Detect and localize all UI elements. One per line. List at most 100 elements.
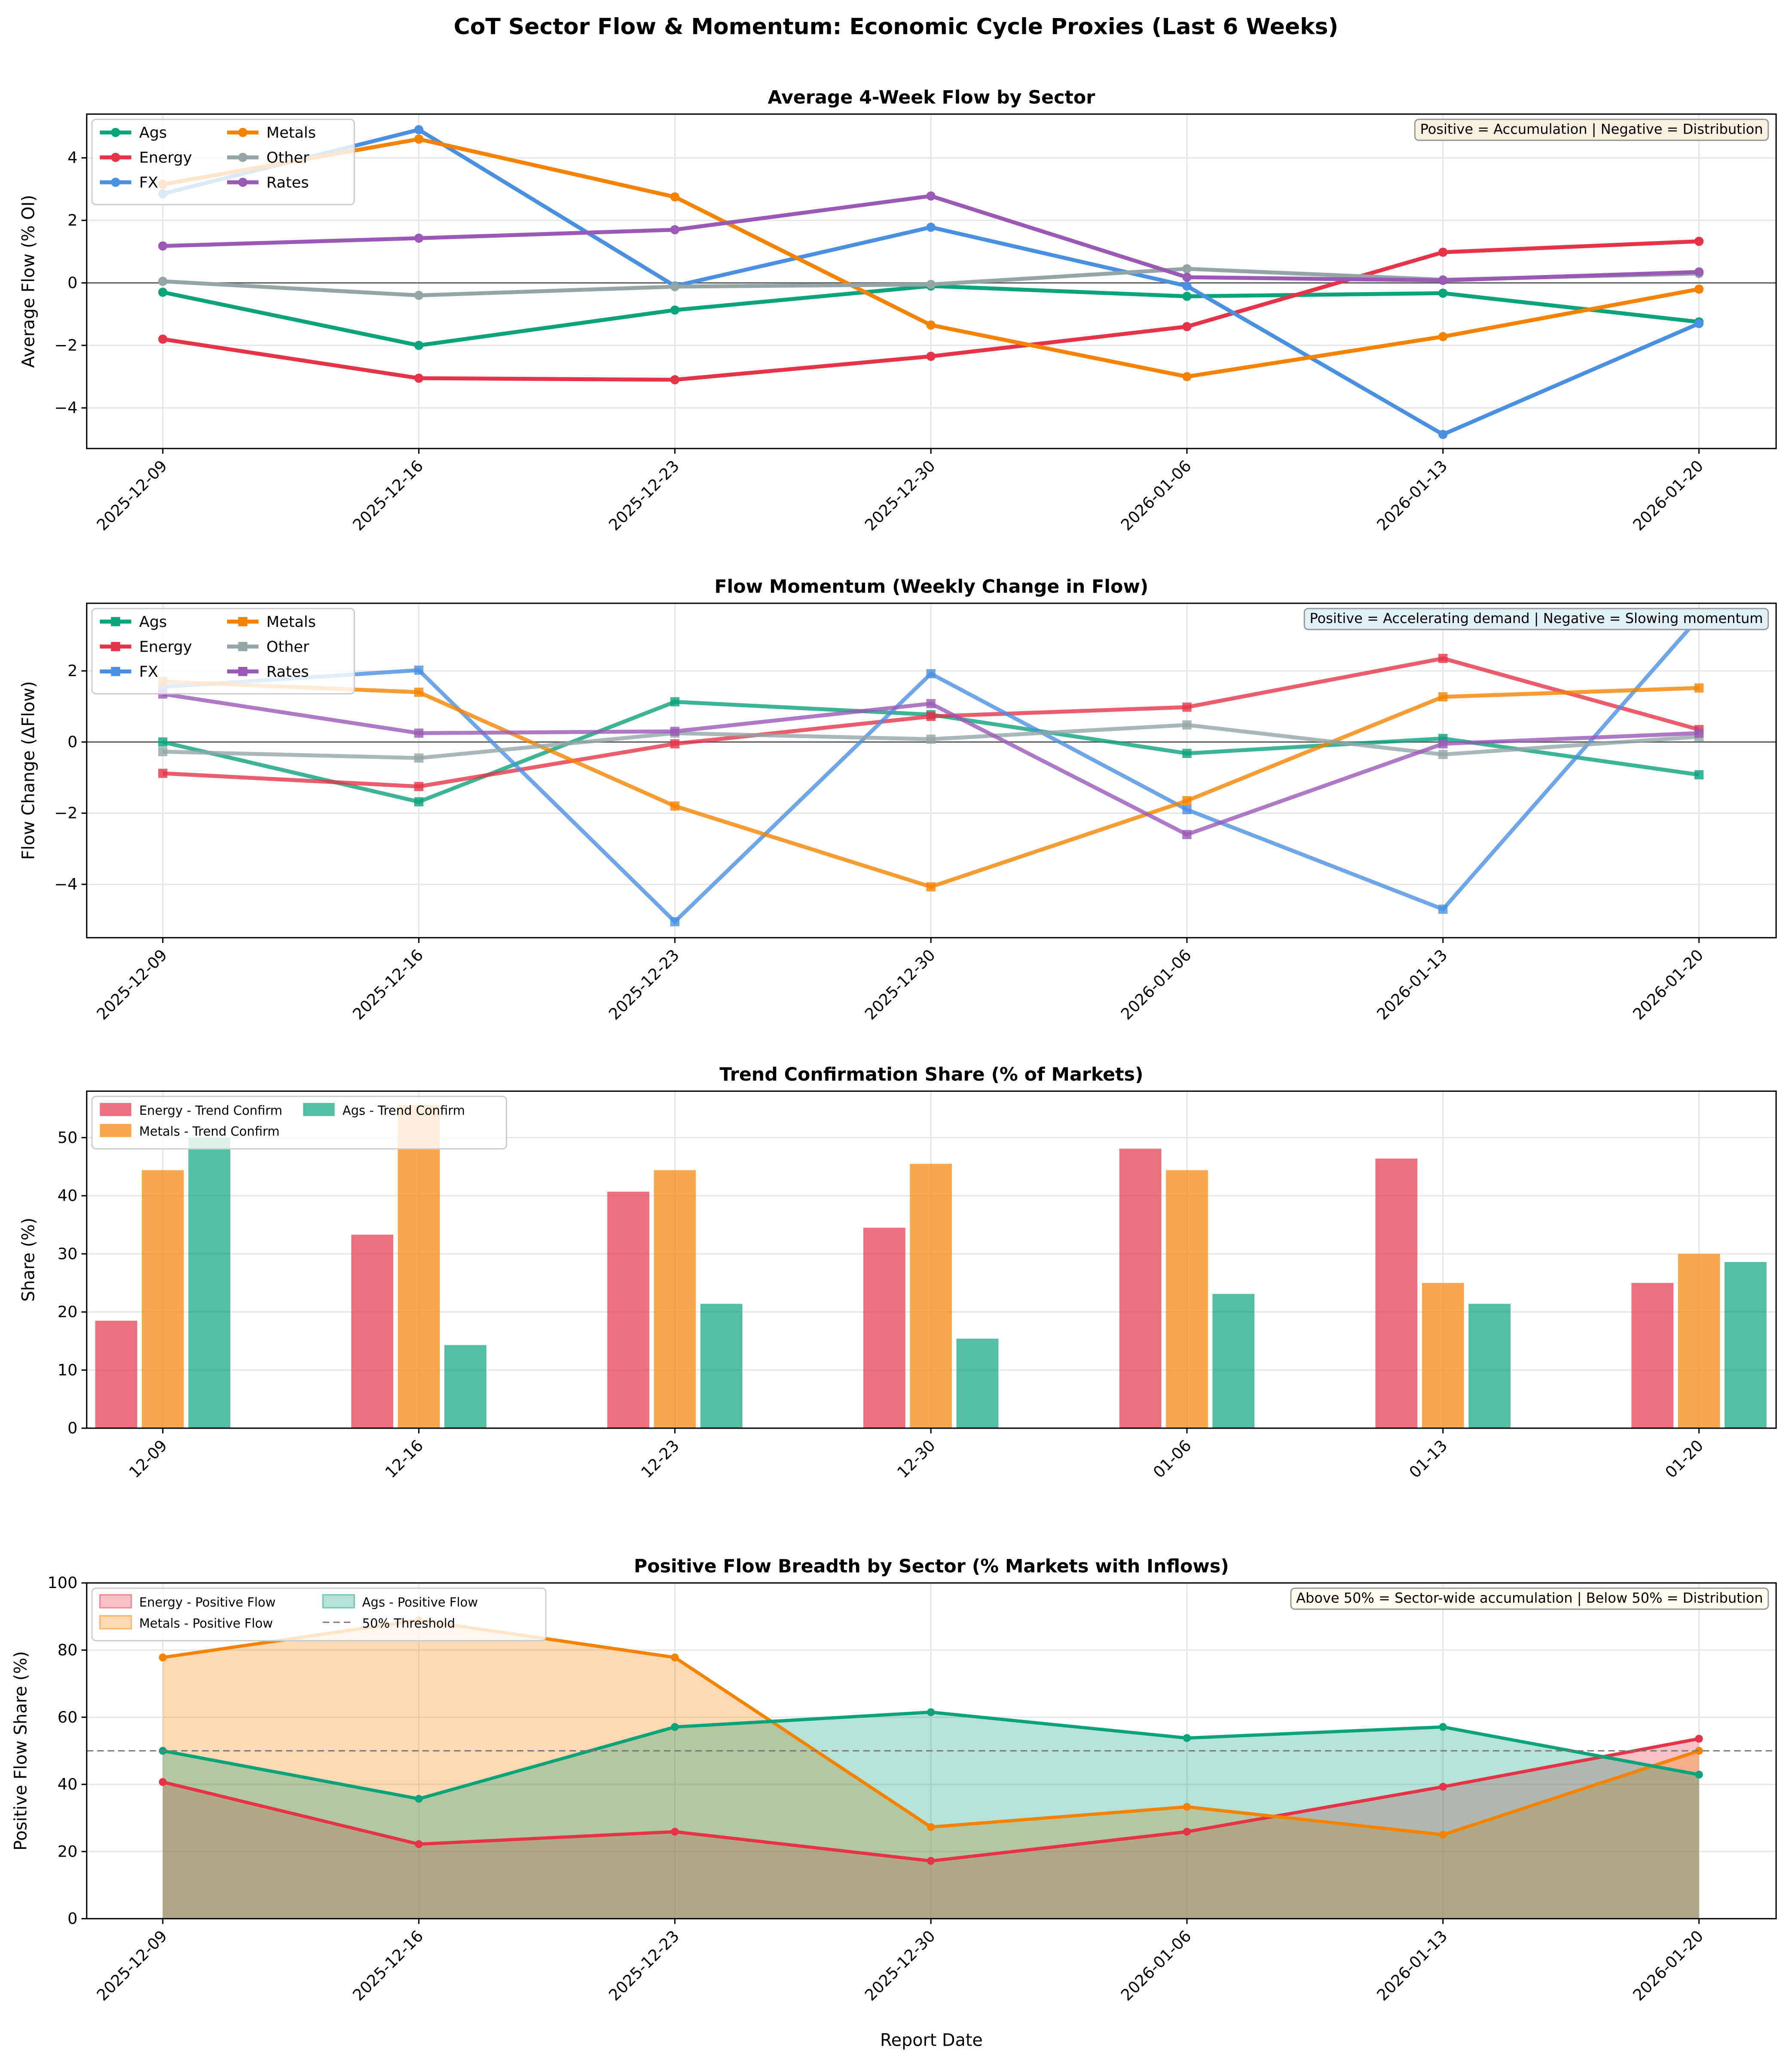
data-point-fx xyxy=(1182,281,1192,291)
legend-marker xyxy=(238,128,248,137)
data-point-ags xyxy=(414,797,424,806)
legend-swatch xyxy=(99,1615,132,1630)
figure-title: CoT Sector Flow & Momentum: Economic Cyc… xyxy=(454,14,1338,40)
x-tick-label: 12-09 xyxy=(125,1436,171,1482)
legend-label: Rates xyxy=(266,174,309,191)
y-tick-label: 40 xyxy=(58,1775,78,1793)
data-point-metals xyxy=(670,192,680,202)
panel-3: Trend Confirmation Share (% of Markets) 0… xyxy=(19,1064,1777,1482)
y-tick-label: −2 xyxy=(54,804,77,822)
x-tick-label: 2026-01-06 xyxy=(1117,457,1195,535)
bar-energy xyxy=(863,1228,905,1428)
x-axis-label: Report Date xyxy=(880,2030,983,2050)
x-tick-label: 01-06 xyxy=(1150,1436,1195,1482)
x-tick-label: 2026-01-13 xyxy=(1373,1927,1451,2004)
legend-item: Energy - Positive Flow xyxy=(99,1594,275,1610)
bar-energy xyxy=(1631,1283,1674,1428)
y-tick-label: 2 xyxy=(67,211,77,229)
legend-marker xyxy=(238,617,248,626)
data-point-metals xyxy=(1183,1803,1191,1811)
data-point-energy xyxy=(159,1778,167,1786)
data-point-fx xyxy=(414,666,424,675)
data-point-energy xyxy=(1438,654,1448,663)
area-fill-metals xyxy=(162,1620,1699,1919)
legend-label: Metals - Positive Flow xyxy=(139,1616,273,1631)
data-point-energy xyxy=(670,739,680,748)
panel-1: Average 4-Week Flow by Sector −4 −2 0 2 4 2025… xyxy=(19,87,1777,535)
legend-marker xyxy=(111,153,120,162)
legend-label: Metals xyxy=(266,124,316,141)
legend-marker xyxy=(111,617,120,626)
data-point-metals xyxy=(671,1653,679,1662)
panel-2: Flow Momentum (Weekly Change in Flow) −4 −… xyxy=(19,576,1777,1023)
data-point-ags xyxy=(1182,291,1192,301)
y-tick-label: −4 xyxy=(54,399,77,417)
data-point-energy xyxy=(414,373,424,383)
data-point-ags xyxy=(927,1708,935,1717)
data-point-fx xyxy=(1438,904,1448,914)
data-point-rates xyxy=(158,241,168,251)
data-point-rates xyxy=(414,728,424,738)
x-tick-label: 2025-12-23 xyxy=(605,1927,683,2004)
data-point-energy xyxy=(926,712,936,721)
data-point-metals xyxy=(1182,372,1192,382)
legend-swatch xyxy=(99,1594,132,1609)
legend: Ags Energy FX Metals Other Rates xyxy=(91,608,355,695)
legend-marker xyxy=(111,128,120,137)
data-point-metals xyxy=(1438,332,1448,342)
data-point-energy xyxy=(926,351,936,361)
data-point-ags xyxy=(1183,1734,1191,1742)
bar-metals xyxy=(1422,1283,1464,1428)
y-axis-label: Flow Change (ΔFlow) xyxy=(19,681,39,860)
x-tick-label: 2026-01-20 xyxy=(1629,1927,1707,2004)
bar-ags xyxy=(1212,1294,1255,1428)
data-point-metals xyxy=(926,320,936,330)
data-point-metals xyxy=(670,801,680,811)
data-point-rates xyxy=(670,225,680,235)
y-tick-label: 0 xyxy=(67,274,77,292)
annotation-text: Positive = Accelerating demand | Negativ… xyxy=(1309,610,1763,626)
data-point-rates xyxy=(1694,267,1704,277)
y-axis-label: Share (%) xyxy=(19,1218,39,1302)
x-tick-label: 01-20 xyxy=(1662,1436,1707,1482)
y-tick-label: −4 xyxy=(54,875,77,893)
data-point-energy xyxy=(1694,236,1704,246)
data-point-fx xyxy=(1438,430,1448,439)
data-point-energy xyxy=(671,1827,679,1836)
bar-energy xyxy=(95,1320,138,1428)
legend-item: Metals xyxy=(227,613,316,631)
x-tick-label: 2026-01-06 xyxy=(1117,1927,1195,2004)
x-tick-label: 2025-12-23 xyxy=(605,457,683,535)
legend-swatch xyxy=(303,1103,335,1116)
data-point-other xyxy=(1182,264,1192,274)
y-tick-label: 30 xyxy=(58,1244,78,1263)
legend-marker xyxy=(238,642,248,651)
legend-item: Energy xyxy=(100,638,192,656)
data-point-other xyxy=(926,734,936,744)
data-point-fx xyxy=(926,223,936,232)
legend-item: Energy xyxy=(100,149,192,166)
legend-item: Metals xyxy=(227,124,316,141)
data-point-energy xyxy=(1438,247,1448,257)
legend: Ags Energy FX Metals Other Rates xyxy=(91,119,355,205)
y-tick-label: 10 xyxy=(58,1361,78,1379)
data-point-other xyxy=(158,747,168,756)
bar-ags xyxy=(1725,1262,1767,1428)
bar-metals xyxy=(1678,1254,1720,1428)
data-point-energy xyxy=(414,782,424,791)
plot-frame xyxy=(86,602,1777,938)
bar-energy xyxy=(351,1234,394,1428)
bar-metals xyxy=(141,1170,184,1428)
annotation-box xyxy=(1303,608,1769,630)
panel-title: Flow Momentum (Weekly Change in Flow) xyxy=(714,576,1148,598)
legend-box xyxy=(91,1587,547,1641)
y-tick-label: 40 xyxy=(58,1186,78,1205)
data-point-energy xyxy=(1182,322,1192,331)
panel-title: Trend Confirmation Share (% of Markets) xyxy=(719,1064,1143,1085)
data-point-rates xyxy=(1182,830,1192,839)
x-tick-label: 2025-12-16 xyxy=(349,946,427,1023)
plot-frame xyxy=(86,1582,1777,1919)
data-point-other xyxy=(414,753,424,763)
legend-label: Energy - Positive Flow xyxy=(139,1595,275,1610)
